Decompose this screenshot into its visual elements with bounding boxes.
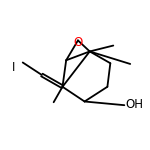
Text: OH: OH <box>125 98 143 111</box>
Text: O: O <box>73 36 82 49</box>
Text: I: I <box>12 61 15 74</box>
